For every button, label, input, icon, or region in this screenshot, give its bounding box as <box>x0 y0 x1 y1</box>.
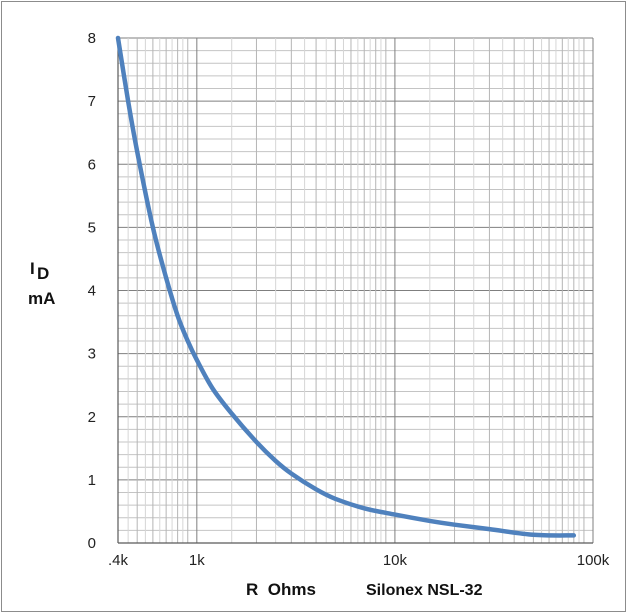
grid <box>117 37 594 544</box>
x-axis-label: R Ohms <box>246 580 316 599</box>
y-tick-label: 3 <box>88 346 96 363</box>
y-tick-label: 0 <box>88 535 96 552</box>
y-tick-label: 8 <box>88 30 96 47</box>
y-axis-label-subscript: D <box>37 264 49 283</box>
y-tick-label: 2 <box>88 409 96 426</box>
y-tick-label: 1 <box>88 472 96 489</box>
tick-labels: 0 1 2 3 4 5 6 7 8 .4k 1k 10k 100k <box>88 30 610 569</box>
y-tick-label: 5 <box>88 219 96 236</box>
x-tick-label: 100k <box>577 552 610 569</box>
chart-subtitle: Silonex NSL-32 <box>366 582 483 599</box>
y-tick-label: 6 <box>88 156 96 173</box>
series-line <box>115 35 577 538</box>
x-tick-label: 1k <box>189 552 205 569</box>
series-layer <box>115 35 577 538</box>
x-tick-label: .4k <box>108 552 129 569</box>
y-tick-label: 7 <box>88 93 96 110</box>
y-axis-label-main: I <box>30 259 35 278</box>
x-tick-label: 10k <box>383 552 408 569</box>
y-axis-label-unit: mA <box>28 289 55 308</box>
y-tick-label: 4 <box>88 283 96 300</box>
